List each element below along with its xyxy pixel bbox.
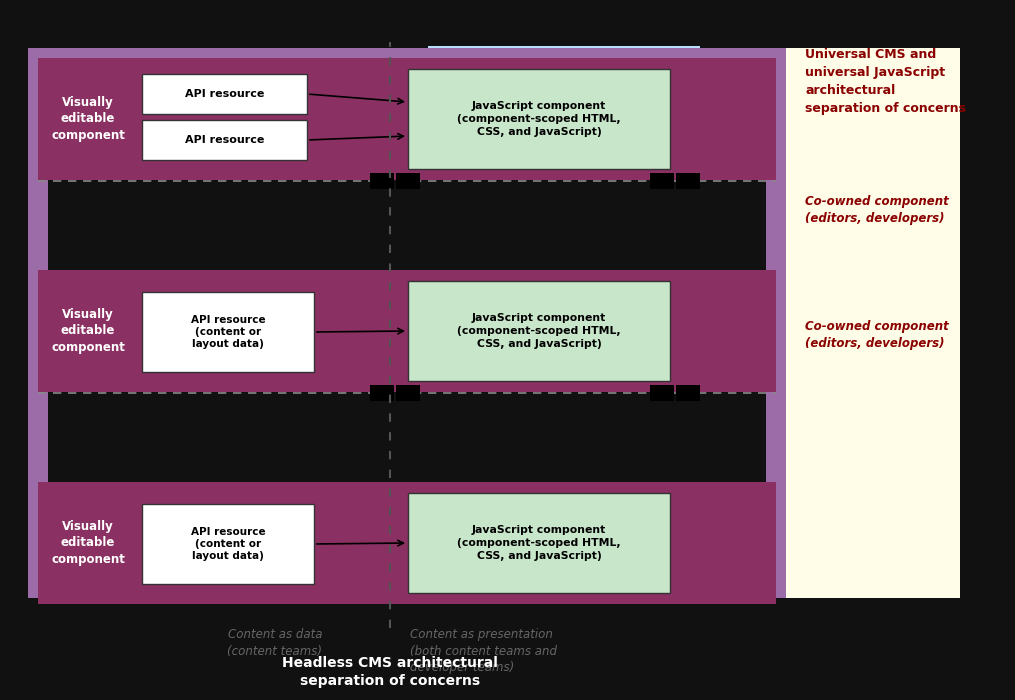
- Bar: [428, 258, 700, 330]
- Bar: [650, 385, 674, 401]
- Bar: [396, 173, 420, 189]
- Bar: [408, 493, 670, 593]
- Bar: [48, 68, 766, 578]
- Text: Co-owned component
(editors, developers): Co-owned component (editors, developers): [805, 320, 949, 350]
- Bar: [28, 48, 786, 598]
- Bar: [370, 385, 394, 401]
- Bar: [38, 58, 776, 180]
- Text: Universal CMS and
universal JavaScript
architectural
separation of concerns: Universal CMS and universal JavaScript a…: [805, 48, 966, 115]
- Bar: [650, 173, 674, 189]
- Bar: [408, 69, 670, 169]
- Text: Co-owned component
(editors, developers): Co-owned component (editors, developers): [805, 195, 949, 225]
- Text: Content as presentation
(both content teams and
developer teams): Content as presentation (both content te…: [410, 628, 557, 674]
- Bar: [676, 173, 700, 189]
- Bar: [142, 504, 314, 584]
- Bar: [142, 120, 307, 160]
- Text: JavaScript component
(component-scoped HTML,
CSS, and JavaScript): JavaScript component (component-scoped H…: [457, 102, 621, 136]
- Bar: [408, 281, 670, 381]
- Bar: [428, 470, 700, 542]
- Bar: [142, 74, 307, 114]
- Text: Headless CMS architectural
separation of concerns: Headless CMS architectural separation of…: [282, 656, 498, 688]
- Bar: [38, 482, 776, 604]
- Text: API resource
(content or
layout data): API resource (content or layout data): [191, 527, 265, 561]
- Bar: [428, 46, 700, 118]
- Bar: [50, 48, 960, 598]
- Text: API resource: API resource: [185, 89, 264, 99]
- Text: API resource: API resource: [185, 135, 264, 145]
- Text: Content as data
(content teams): Content as data (content teams): [227, 628, 323, 657]
- Text: Visually
editable
component: Visually editable component: [51, 520, 125, 566]
- Text: Visually
editable
component: Visually editable component: [51, 96, 125, 142]
- Bar: [396, 385, 420, 401]
- Bar: [142, 292, 314, 372]
- Bar: [676, 385, 700, 401]
- Bar: [38, 270, 776, 392]
- Text: API resource
(content or
layout data): API resource (content or layout data): [191, 315, 265, 349]
- Text: Visually
editable
component: Visually editable component: [51, 308, 125, 354]
- Text: JavaScript component
(component-scoped HTML,
CSS, and JavaScript): JavaScript component (component-scoped H…: [457, 525, 621, 561]
- Bar: [370, 173, 394, 189]
- Text: JavaScript component
(component-scoped HTML,
CSS, and JavaScript): JavaScript component (component-scoped H…: [457, 313, 621, 349]
